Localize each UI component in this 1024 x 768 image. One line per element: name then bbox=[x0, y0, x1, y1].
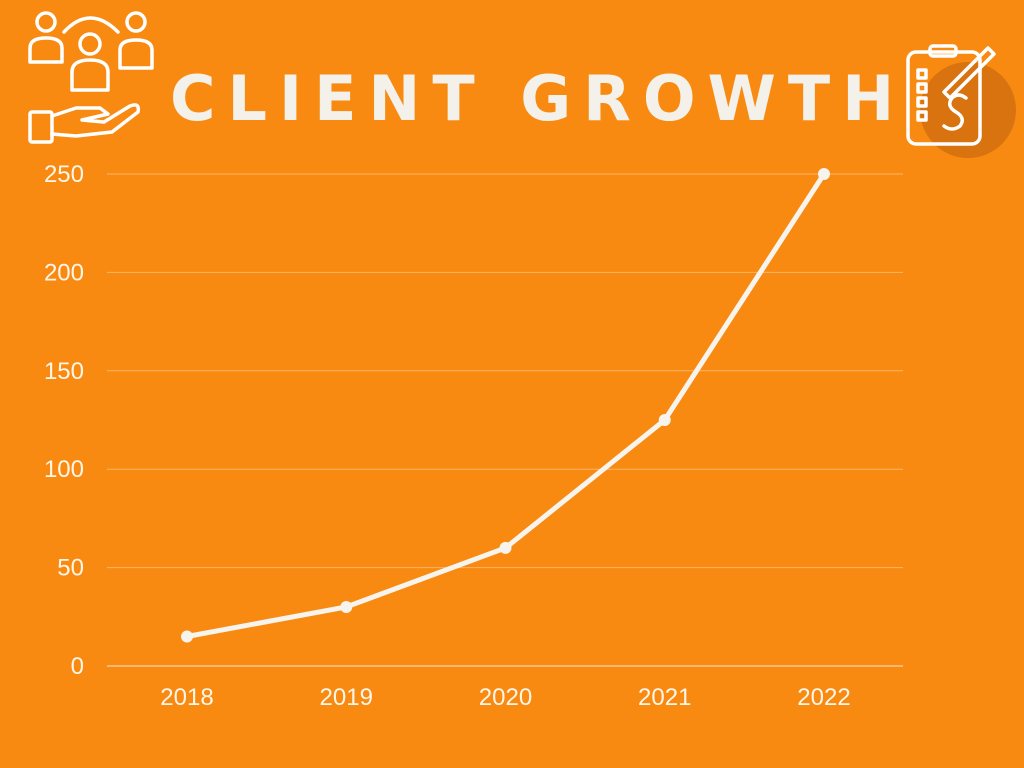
x-tick-label: 2018 bbox=[160, 684, 213, 711]
y-tick-label: 150 bbox=[44, 358, 84, 385]
clients-hand-icon bbox=[28, 11, 154, 144]
y-tick-label: 100 bbox=[44, 456, 84, 483]
data-point bbox=[340, 600, 353, 613]
x-tick-label: 2022 bbox=[797, 684, 850, 711]
data-point bbox=[181, 630, 193, 643]
y-tick-label: 50 bbox=[57, 555, 84, 582]
y-tick-label: 200 bbox=[44, 259, 84, 286]
data-point bbox=[499, 541, 512, 554]
x-tick-label: 2021 bbox=[638, 684, 691, 711]
accent-circle bbox=[920, 62, 1016, 158]
data-point bbox=[658, 414, 671, 426]
y-tick-label: 250 bbox=[44, 161, 84, 188]
data-point bbox=[818, 168, 830, 180]
x-tick-label: 2020 bbox=[479, 684, 532, 711]
chart-title: CLIENT GROWTH bbox=[170, 62, 906, 135]
checklist-dollar-icon bbox=[906, 44, 996, 146]
y-tick-label: 0 bbox=[71, 653, 84, 680]
x-tick-label: 2019 bbox=[320, 684, 373, 711]
